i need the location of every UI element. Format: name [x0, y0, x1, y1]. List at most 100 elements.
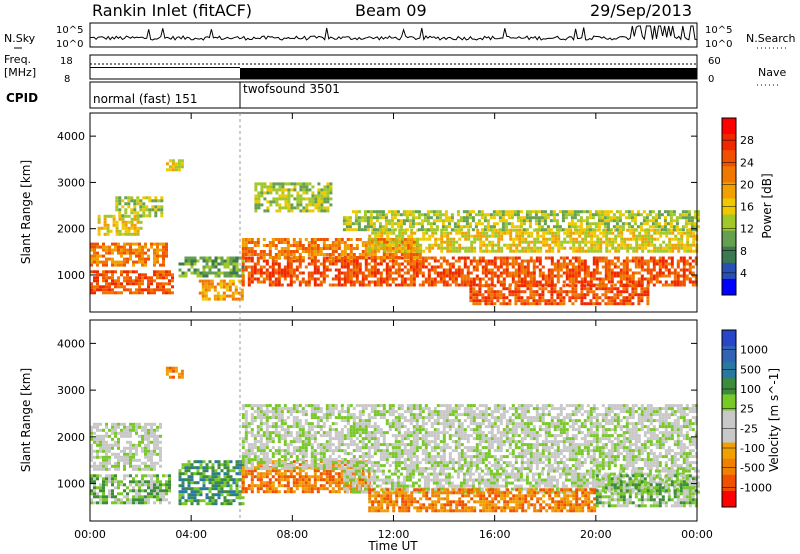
heatmap-cell — [96, 437, 99, 441]
heatmap-cell — [376, 280, 380, 284]
heatmap-cell — [214, 481, 218, 485]
heatmap-cell — [693, 210, 697, 214]
heatmap-cell — [271, 455, 275, 459]
heatmap-cell — [190, 481, 194, 485]
heatmap-cell — [387, 228, 391, 232]
heatmap-cell — [144, 483, 147, 487]
heatmap-cell — [580, 268, 584, 272]
heatmap-cell — [120, 458, 123, 462]
heatmap-cell — [301, 280, 305, 284]
heatmap-cell — [499, 293, 503, 297]
heatmap-cell — [494, 234, 498, 238]
heatmap-cell — [475, 302, 479, 306]
heatmap-cell — [600, 222, 604, 226]
heatmap-cell — [625, 290, 629, 294]
heatmap-cell — [271, 271, 275, 275]
heatmap-cell — [184, 478, 188, 482]
heatmap-cell — [178, 484, 182, 488]
heatmap-cell — [556, 280, 560, 284]
heatmap-cell — [141, 263, 144, 267]
heatmap-cell — [223, 265, 227, 269]
heatmap-cell — [533, 249, 537, 253]
heatmap-cell — [130, 196, 134, 200]
heatmap-cell — [277, 253, 281, 256]
heatmap-cell — [211, 499, 215, 503]
heatmap-cell — [506, 246, 510, 250]
heatmap-cell — [517, 280, 521, 284]
heatmap-cell — [566, 231, 570, 235]
heatmap-cell — [147, 452, 150, 456]
heatmap-cell — [399, 213, 403, 217]
heatmap-cell — [114, 464, 117, 468]
heatmap-cell — [363, 210, 367, 214]
heatmap-cell — [388, 259, 392, 263]
heatmap-cell — [574, 259, 578, 263]
heatmap-cell — [90, 446, 93, 450]
heatmap-cell — [105, 270, 108, 274]
heatmap-cell — [310, 241, 314, 244]
heatmap-cell — [635, 246, 639, 250]
heatmap-cell — [283, 478, 287, 482]
heatmap-cell — [397, 283, 401, 287]
heatmap-cell — [262, 452, 266, 456]
heatmap-cell — [377, 246, 381, 250]
heatmap-cell — [491, 240, 495, 244]
heatmap-cell — [458, 246, 462, 250]
heatmap-cell — [328, 247, 332, 250]
heatmap-cell — [159, 452, 162, 456]
heatmap-cell — [142, 208, 146, 212]
heatmap-cell — [430, 268, 434, 272]
heatmap-cell — [401, 237, 405, 241]
heatmap-cell — [473, 234, 477, 238]
heatmap-cell — [598, 256, 602, 260]
heatmap-cell — [507, 222, 511, 226]
heatmap-cell — [328, 481, 332, 485]
heatmap-cell — [374, 246, 378, 250]
heatmap-cell — [604, 284, 608, 288]
heatmap-cell — [349, 244, 353, 247]
heatmap-cell — [574, 274, 578, 278]
heatmap-cell — [247, 425, 251, 429]
heatmap-cell — [214, 484, 218, 488]
heatmap-cell — [677, 231, 681, 235]
heatmap-cell — [681, 210, 685, 214]
heatmap-cell — [271, 422, 275, 426]
heatmap-cell — [527, 249, 531, 253]
heatmap-cell — [114, 428, 117, 432]
heatmap-cell — [586, 271, 590, 275]
heatmap-cell — [99, 495, 102, 499]
heatmap-cell — [328, 268, 332, 272]
heatmap-cell — [399, 225, 403, 229]
heatmap-cell — [121, 199, 125, 203]
heatmap-cell — [515, 249, 519, 253]
heatmap-cell — [478, 290, 482, 294]
heatmap-cell — [466, 268, 470, 272]
heatmap-cell — [97, 232, 101, 236]
heatmap-cell — [439, 271, 443, 275]
heatmap-cell — [441, 219, 445, 223]
heatmap-cell — [281, 197, 285, 201]
heatmap-cell — [469, 280, 473, 284]
heatmap-cell — [457, 259, 461, 263]
heatmap-cell — [213, 285, 217, 289]
heatmap-cell — [262, 467, 266, 471]
heatmap-cell — [280, 271, 284, 275]
heatmap-cell — [579, 222, 583, 226]
heatmap-cell — [307, 256, 311, 260]
heatmap-cell — [559, 265, 563, 269]
heatmap-cell — [184, 490, 188, 494]
heatmap-cell — [500, 237, 504, 241]
heatmap-cell — [381, 210, 385, 214]
heatmap-cell — [171, 273, 174, 277]
heatmap-cell — [464, 231, 468, 235]
heatmap-cell — [108, 480, 111, 484]
heatmap-cell — [670, 256, 674, 260]
heatmap-cell — [592, 290, 596, 294]
heatmap-cell — [463, 265, 467, 269]
heatmap-cell — [580, 290, 584, 294]
heatmap-cell — [370, 259, 374, 263]
heatmap-cell — [147, 285, 150, 289]
heatmap-cell — [535, 293, 539, 297]
heatmap-cell — [196, 472, 200, 476]
heatmap-cell — [468, 225, 472, 229]
